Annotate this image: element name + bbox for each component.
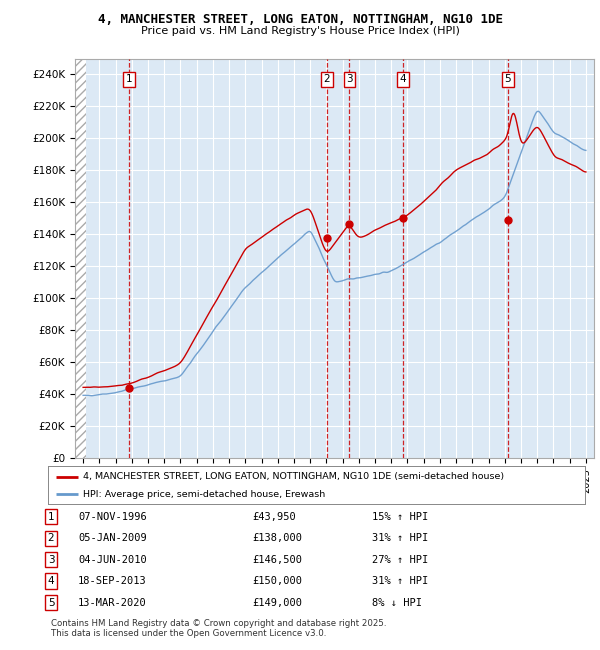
Text: 05-JAN-2009: 05-JAN-2009 (78, 533, 147, 543)
Text: £146,500: £146,500 (252, 554, 302, 565)
Text: £150,000: £150,000 (252, 576, 302, 586)
Text: £149,000: £149,000 (252, 597, 302, 608)
Text: 4: 4 (47, 576, 55, 586)
Text: 5: 5 (505, 74, 511, 85)
Text: Price paid vs. HM Land Registry's House Price Index (HPI): Price paid vs. HM Land Registry's House … (140, 26, 460, 36)
Text: 3: 3 (346, 74, 353, 85)
Text: £138,000: £138,000 (252, 533, 302, 543)
Text: 1: 1 (47, 512, 55, 522)
Text: 13-MAR-2020: 13-MAR-2020 (78, 597, 147, 608)
Text: 4, MANCHESTER STREET, LONG EATON, NOTTINGHAM, NG10 1DE: 4, MANCHESTER STREET, LONG EATON, NOTTIN… (97, 13, 503, 26)
Text: 3: 3 (47, 554, 55, 565)
Bar (75, 58, 86, 458)
Text: 04-JUN-2010: 04-JUN-2010 (78, 554, 147, 565)
Text: 4: 4 (400, 74, 406, 85)
Text: 31% ↑ HPI: 31% ↑ HPI (372, 576, 428, 586)
Text: 15% ↑ HPI: 15% ↑ HPI (372, 512, 428, 522)
Text: 2: 2 (47, 533, 55, 543)
Text: 27% ↑ HPI: 27% ↑ HPI (372, 554, 428, 565)
Text: 4, MANCHESTER STREET, LONG EATON, NOTTINGHAM, NG10 1DE (semi-detached house): 4, MANCHESTER STREET, LONG EATON, NOTTIN… (83, 472, 504, 481)
Text: 1: 1 (126, 74, 133, 85)
Text: HPI: Average price, semi-detached house, Erewash: HPI: Average price, semi-detached house,… (83, 490, 325, 499)
Text: 8% ↓ HPI: 8% ↓ HPI (372, 597, 422, 608)
Text: 31% ↑ HPI: 31% ↑ HPI (372, 533, 428, 543)
Text: Contains HM Land Registry data © Crown copyright and database right 2025.
This d: Contains HM Land Registry data © Crown c… (51, 619, 386, 638)
Text: £43,950: £43,950 (252, 512, 296, 522)
Text: 2: 2 (323, 74, 330, 85)
Text: 18-SEP-2013: 18-SEP-2013 (78, 576, 147, 586)
Text: 07-NOV-1996: 07-NOV-1996 (78, 512, 147, 522)
Text: 5: 5 (47, 597, 55, 608)
